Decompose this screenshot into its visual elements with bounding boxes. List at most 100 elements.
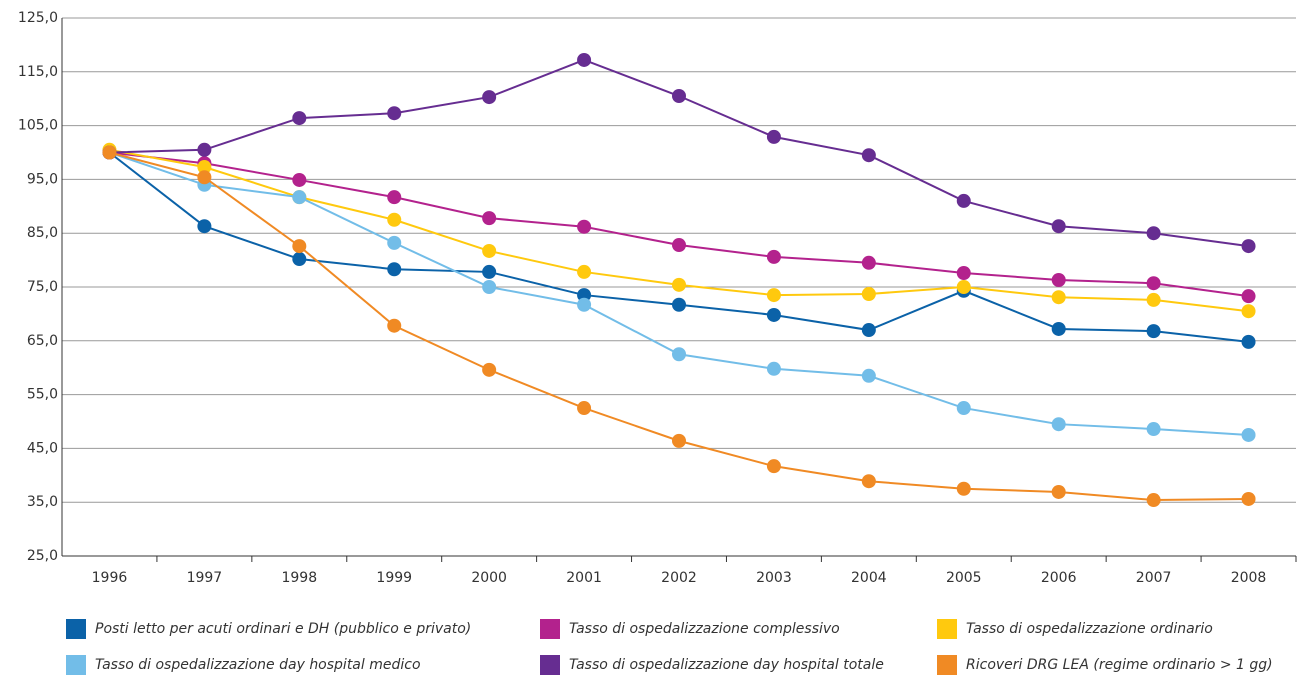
data-point — [197, 170, 212, 185]
data-point — [387, 318, 402, 333]
data-point — [1146, 324, 1161, 339]
data-point — [1241, 304, 1256, 319]
y-tick-label: 105,0 — [18, 118, 58, 134]
data-point — [956, 193, 971, 208]
data-point — [197, 160, 212, 175]
data-point — [861, 323, 876, 338]
x-tick-label: 2001 — [566, 570, 602, 586]
data-point — [482, 264, 497, 279]
data-point — [1051, 321, 1066, 336]
data-point — [1241, 289, 1256, 304]
data-point — [1146, 226, 1161, 241]
data-point — [482, 280, 497, 294]
data-point — [672, 297, 686, 312]
data-point — [766, 249, 781, 264]
legend-swatch — [540, 655, 560, 675]
legend-label: Tasso di ospedalizzazione day hospital m… — [95, 657, 421, 673]
data-point — [292, 172, 307, 187]
series-line — [109, 151, 1249, 436]
legend-swatch — [66, 655, 86, 675]
data-point — [482, 90, 497, 105]
data-point — [482, 243, 497, 258]
data-point — [197, 219, 212, 234]
y-tick-label: 65,0 — [27, 333, 58, 349]
data-point — [672, 347, 686, 362]
data-point — [482, 362, 497, 377]
data-point — [1051, 417, 1066, 432]
data-point — [577, 52, 592, 67]
x-tick-label: 2006 — [1041, 570, 1077, 586]
data-point — [292, 111, 307, 126]
data-point — [1241, 239, 1256, 254]
data-point — [672, 433, 686, 448]
data-point — [482, 211, 497, 226]
x-tick-label: 1996 — [92, 570, 128, 586]
data-point — [956, 266, 971, 281]
data-point — [1051, 290, 1066, 305]
data-point — [1241, 491, 1256, 506]
y-tick-label: 55,0 — [27, 387, 58, 403]
data-point — [1146, 292, 1161, 307]
data-point — [766, 459, 781, 474]
x-tick-label: 2002 — [661, 570, 697, 586]
data-point — [292, 252, 307, 267]
data-point — [387, 212, 402, 227]
data-point — [387, 235, 402, 250]
legend-label: Tasso di ospedalizzazione complessivo — [569, 621, 840, 637]
data-point — [577, 219, 592, 234]
x-tick-label: 1998 — [281, 570, 317, 586]
data-point — [577, 288, 592, 303]
data-point — [102, 145, 117, 160]
x-tick-label: 2003 — [756, 570, 792, 586]
data-point — [766, 361, 781, 376]
data-point — [861, 286, 876, 301]
data-point — [1146, 276, 1161, 291]
data-point — [1051, 273, 1066, 288]
x-tick-label: 2007 — [1136, 570, 1172, 586]
data-point — [197, 142, 212, 157]
data-point — [1051, 219, 1066, 234]
data-point — [1051, 484, 1066, 499]
x-tick-label: 2004 — [851, 570, 887, 586]
series-line — [109, 151, 1249, 298]
data-point — [672, 89, 686, 104]
data-point — [577, 264, 592, 279]
y-tick-label: 95,0 — [27, 171, 58, 187]
data-point — [387, 262, 402, 277]
data-point — [766, 288, 781, 303]
legend-swatch — [937, 655, 957, 675]
data-point — [766, 129, 781, 144]
legend-label: Ricoveri DRG LEA (regime ordinario > 1 g… — [966, 657, 1273, 673]
data-point — [956, 280, 971, 294]
legend-label: Posti letto per acuti ordinari e DH (pub… — [95, 621, 471, 637]
data-point — [861, 255, 876, 270]
y-tick-label: 115,0 — [18, 64, 58, 80]
legend-label: Tasso di ospedalizzazione day hospital t… — [569, 657, 884, 673]
legend-label: Tasso di ospedalizzazione ordinario — [966, 621, 1213, 637]
data-point — [1241, 334, 1256, 349]
data-point — [292, 190, 307, 205]
legend-swatch — [540, 619, 560, 639]
legend-swatch — [66, 619, 86, 639]
data-point — [292, 239, 307, 254]
y-tick-label: 25,0 — [27, 548, 58, 564]
data-point — [672, 277, 686, 292]
data-point — [956, 401, 971, 416]
x-tick-label: 1999 — [376, 570, 412, 586]
x-tick-label: 2008 — [1231, 570, 1267, 586]
data-point — [672, 238, 686, 253]
data-point — [766, 307, 781, 322]
y-tick-label: 45,0 — [27, 440, 58, 456]
data-point — [387, 106, 402, 121]
data-point — [577, 297, 592, 312]
x-tick-label: 2005 — [946, 570, 982, 586]
y-tick-label: 125,0 — [18, 10, 58, 26]
data-point — [1146, 422, 1161, 437]
data-point — [956, 481, 971, 496]
x-tick-label: 2000 — [471, 570, 507, 586]
series-line — [109, 58, 1249, 248]
y-tick-label: 75,0 — [27, 279, 58, 295]
data-point — [577, 401, 592, 416]
data-point — [387, 190, 402, 205]
